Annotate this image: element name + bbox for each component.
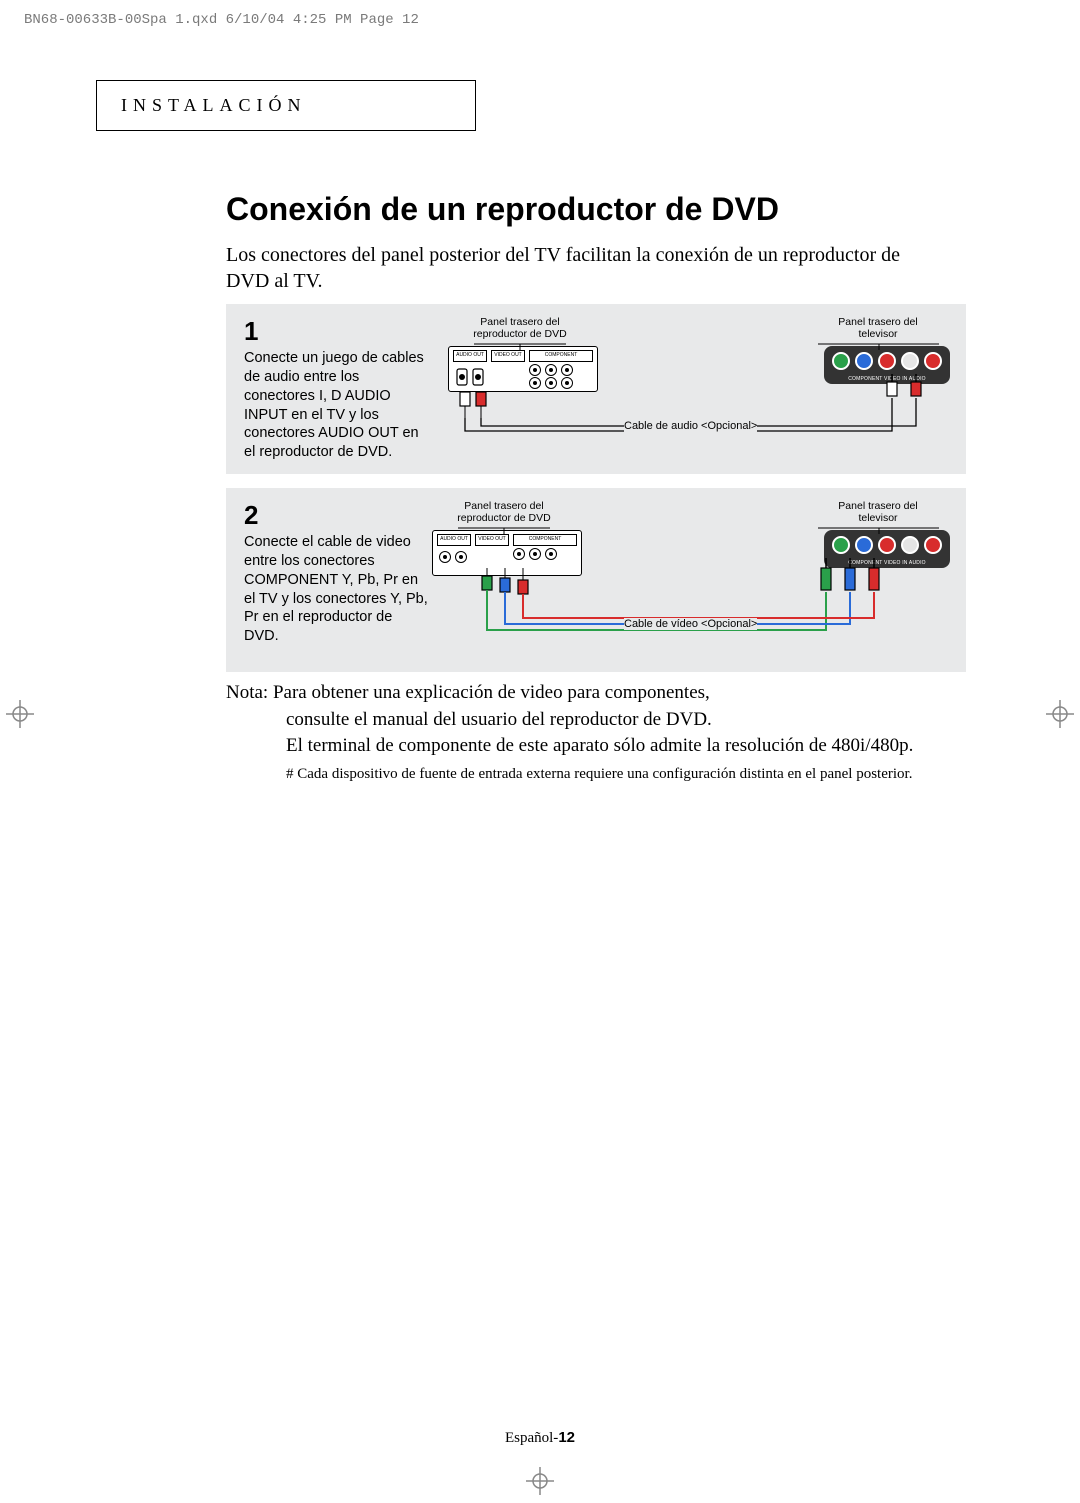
- section-header-box: INSTALACIÓN: [96, 80, 476, 131]
- cable-diagram-2: [444, 500, 964, 660]
- step-description: Conecte el cable de video entre los cone…: [244, 533, 428, 646]
- cable-label: Cable de audio <Opcional>: [624, 420, 757, 432]
- registration-mark-right: [1046, 700, 1074, 728]
- registration-mark-bottom: [526, 1467, 554, 1495]
- cable-label: Cable de vídeo <Opcional>: [624, 618, 757, 630]
- page-footer: Español-12: [0, 1429, 1080, 1447]
- step-1: 1 Conecte un juego de cables de audio en…: [226, 304, 966, 474]
- step-2: 2 Conecte el cable de video entre los co…: [226, 488, 966, 672]
- footer-page-number: 12: [558, 1429, 575, 1446]
- registration-mark-left: [6, 700, 34, 728]
- step-text: 1 Conecte un juego de cables de audio en…: [244, 316, 428, 462]
- footer-prefix: Español-: [505, 1430, 558, 1446]
- document-header: BN68-00633B-00Spa 1.qxd 6/10/04 4:25 PM …: [24, 12, 419, 28]
- note-line-3: El terminal de componente de este aparat…: [286, 733, 966, 760]
- step-description: Conecte un juego de cables de audio entr…: [244, 349, 428, 462]
- step-number: 1: [244, 316, 428, 347]
- step-number: 2: [244, 500, 428, 531]
- note-line-1: Nota: Para obtener una explicación de vi…: [226, 680, 966, 707]
- step-1-diagram: Panel trasero del reproductor de DVD Pan…: [444, 316, 950, 456]
- intro-text: Los conectores del panel posterior del T…: [226, 242, 946, 294]
- page-title: Conexión de un reproductor de DVD: [226, 191, 976, 228]
- note-line-2: consulte el manual del usuario del repro…: [286, 707, 966, 734]
- notes: Nota: Para obtener una explicación de vi…: [226, 680, 966, 785]
- step-2-diagram: Panel trasero del reproductor de DVD Pan…: [444, 500, 950, 660]
- step-text: 2 Conecte el cable de video entre los co…: [244, 500, 428, 660]
- cable-diagram-1: [444, 316, 964, 456]
- section-label: INSTALACIÓN: [121, 95, 451, 116]
- page-content: INSTALACIÓN Conexión de un reproductor d…: [96, 80, 976, 785]
- note-hash: # Cada dispositivo de fuente de entrada …: [286, 764, 966, 785]
